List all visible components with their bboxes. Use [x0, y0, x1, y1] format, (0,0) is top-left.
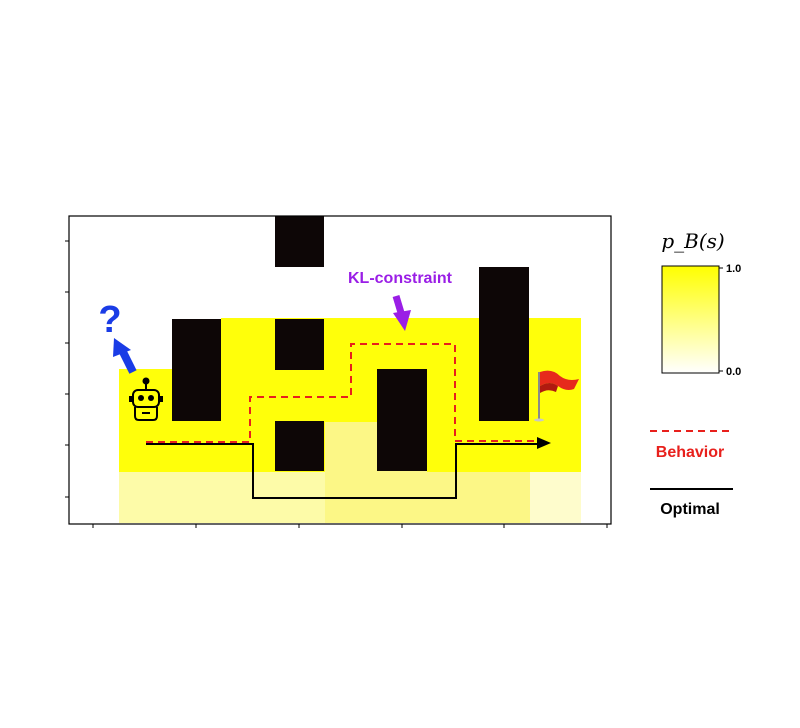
optimal-path: [146, 443, 541, 499]
wall-block: [275, 216, 324, 267]
wall-block: [377, 369, 427, 471]
density-cell-faint: [530, 472, 581, 523]
kl-constraint-arrow: [392, 294, 411, 331]
legend-optimal-label: Optimal: [660, 501, 720, 518]
robot-icon: [129, 377, 163, 421]
red-flag-icon: [534, 370, 579, 422]
wall-block: [172, 319, 221, 421]
behavior-path: [146, 343, 541, 443]
axis-ticks: [65, 240, 608, 528]
colorbar-max-label: 1.0: [726, 263, 741, 275]
wall-block: [479, 267, 529, 421]
walls: [172, 216, 529, 471]
gridworld-frame: [68, 215, 612, 525]
path-arrowhead: [537, 437, 551, 449]
colorbar-title: p_B(s): [661, 229, 724, 253]
colorbar-min-label: 0.0: [726, 366, 741, 378]
kl-constraint-label: KL-constraint: [348, 270, 453, 287]
wall-block: [275, 421, 324, 471]
question-mark: ?: [98, 299, 121, 341]
colorbar-gradient: [661, 265, 720, 374]
wall-block: [275, 319, 324, 370]
uncertainty-arrow: [113, 338, 137, 374]
legend-behavior-label: Behavior: [656, 444, 724, 461]
